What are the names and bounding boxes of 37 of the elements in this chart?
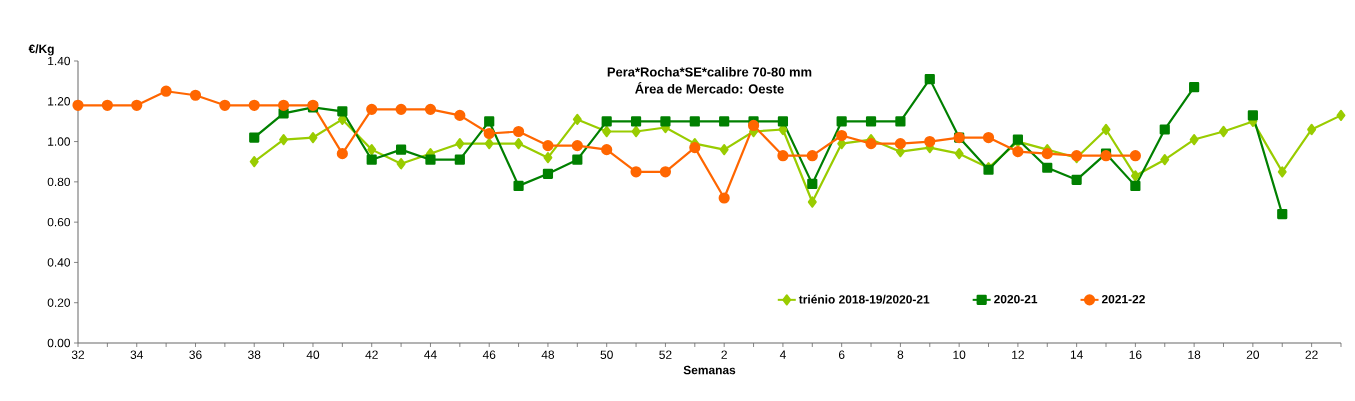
- x-tick-label: 46: [482, 350, 496, 359]
- x-tick-label: 22: [1305, 350, 1318, 359]
- x-tick-label: 6: [838, 350, 845, 359]
- x-tick-label: 32: [71, 350, 85, 359]
- x-tick-label: 52: [659, 350, 672, 359]
- legend-label: 2020-21: [994, 294, 1038, 304]
- x-tick-label: 38: [248, 350, 261, 359]
- legend-label: triénio 2018-19/2020-21: [798, 294, 930, 304]
- x-tick-label: 12: [1012, 350, 1024, 359]
- y-tick-label: 0.60: [47, 217, 71, 227]
- x-tick-label: 34: [130, 350, 144, 359]
- y-tick-label: 1.40: [48, 56, 71, 66]
- x-tick-label: 18: [1188, 350, 1201, 359]
- x-tick-label: 48: [541, 350, 555, 359]
- x-tick-label: 40: [306, 350, 320, 359]
- x-tick-label: 44: [424, 350, 437, 359]
- text: Área de Mercado: Oeste: [635, 81, 784, 94]
- x-tick-label: 8: [897, 350, 904, 359]
- x-tick-label: 20: [1246, 350, 1260, 359]
- x-tick-label: 2: [721, 350, 727, 359]
- x-tick-label: 10: [953, 350, 966, 359]
- x-axis-title: Semanas: [683, 365, 736, 375]
- x-tick-label: 16: [1129, 350, 1142, 359]
- y-axis-title: €/Kg: [28, 44, 54, 56]
- y-tick-label: 1.20: [48, 97, 71, 106]
- y-tick-label: 0.80: [47, 177, 71, 187]
- y-tick-label: 1.00: [48, 137, 71, 146]
- y-tick-label: 0.20: [47, 298, 71, 307]
- legend-label: 2021-22: [1101, 294, 1145, 304]
- chart-title: Pera*Rocha*SE*calibre 70-80 mm: [607, 67, 812, 77]
- x-tick-label: 36: [189, 350, 202, 359]
- y-tick-label: 0.00: [47, 338, 71, 348]
- x-tick-label: 14: [1070, 350, 1083, 359]
- x-tick-label: 50: [600, 350, 613, 359]
- x-tick-label: 42: [365, 350, 378, 359]
- y-tick-label: 0.40: [47, 258, 71, 267]
- x-tick-label: 4: [779, 350, 786, 359]
